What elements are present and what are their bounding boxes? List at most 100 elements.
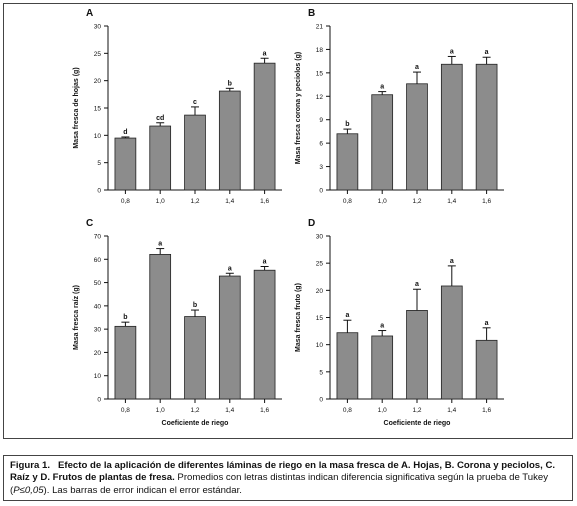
x-tick-label: 1,2 [412, 407, 421, 414]
significance-letter: b [228, 80, 232, 87]
significance-letter: a [263, 259, 267, 266]
y-tick-label: 5 [319, 369, 323, 376]
y-axis-label: Masa fresca corona y peciolos (g) [295, 52, 302, 164]
y-axis-label: Masa fresca raíz (g) [73, 285, 80, 350]
x-tick-label: 1,4 [447, 407, 456, 414]
caption-p-value: P≤0,05 [13, 484, 44, 496]
bar [149, 253, 172, 400]
x-tick-label: 0,8 [121, 198, 130, 205]
bar [371, 335, 394, 400]
y-tick-label: 15 [316, 70, 324, 77]
caption-bold-text: Efecto de la aplicación de diferentes lá… [10, 460, 556, 484]
significance-letter: a [415, 281, 419, 288]
bar [114, 137, 137, 191]
y-tick-label: 3 [319, 164, 323, 171]
significance-letter: c [193, 99, 197, 106]
x-tick-label: 1,6 [482, 407, 491, 414]
y-tick-label: 50 [94, 280, 102, 287]
panel-label: B [308, 8, 315, 19]
y-axis-label: Masa fresca fruto (g) [295, 283, 302, 352]
significance-letter: a [380, 84, 384, 91]
panel-label: D [308, 218, 315, 229]
x-tick-label: 1,6 [482, 198, 491, 205]
x-tick-label: 1,6 [260, 198, 269, 205]
y-tick-label: 10 [316, 342, 324, 349]
x-tick-label: 1,0 [378, 198, 387, 205]
x-tick-label: 0,8 [343, 198, 352, 205]
y-tick-label: 6 [319, 141, 323, 148]
significance-letter: a [228, 265, 232, 272]
x-tick-label: 1,0 [156, 198, 165, 205]
significance-letter: b [193, 302, 197, 309]
bar [440, 285, 463, 400]
panel-label: A [86, 8, 93, 19]
significance-letter: a [158, 241, 162, 248]
bar [184, 316, 206, 400]
bar [253, 269, 276, 400]
y-tick-label: 0 [319, 188, 323, 195]
x-tick-label: 1,2 [412, 198, 421, 205]
y-tick-label: 30 [94, 24, 102, 31]
chart-panel-c: C 0 10 20 30 40 50 60 70 Masa fresca raíz (g) b 0,8… [73, 218, 282, 427]
bar [475, 63, 498, 191]
x-tick-label: 1,4 [225, 407, 234, 414]
significance-letter: a [450, 258, 454, 265]
y-tick-label: 5 [97, 160, 101, 167]
significance-letter: cd [156, 115, 164, 122]
y-tick-label: 20 [94, 78, 102, 85]
chart-panel-a: A 0 5 10 15 20 25 30 Masa fresca de hojas (g) d 0,… [73, 8, 282, 205]
y-tick-label: 0 [319, 397, 323, 404]
x-tick-label: 1,2 [190, 198, 199, 205]
panel-label: C [86, 218, 93, 229]
caption-label: Figura 1. [10, 460, 50, 471]
bar [336, 133, 359, 191]
y-tick-label: 15 [94, 106, 102, 113]
bar [406, 310, 428, 400]
bar [406, 83, 428, 191]
bar [114, 325, 137, 400]
y-tick-label: 40 [94, 303, 102, 310]
y-axis-label: Masa fresca de hojas (g) [73, 67, 80, 148]
significance-letter: d [123, 129, 127, 136]
y-tick-label: 9 [319, 117, 323, 124]
y-tick-label: 0 [97, 397, 101, 404]
bar [149, 125, 172, 191]
bar [440, 63, 463, 191]
y-tick-label: 0 [97, 188, 101, 195]
y-tick-label: 18 [316, 47, 324, 54]
y-tick-label: 20 [316, 288, 324, 295]
y-tick-label: 30 [316, 234, 324, 241]
x-tick-label: 1,6 [260, 407, 269, 414]
significance-letter: a [415, 64, 419, 71]
x-tick-label: 1,0 [156, 407, 165, 414]
significance-letter: a [263, 50, 267, 57]
significance-letter: a [345, 312, 349, 319]
caption-text-1: Promedios con letras distintas indican d… [10, 472, 549, 496]
y-tick-label: 10 [94, 133, 102, 140]
x-tick-label: 1,4 [225, 198, 234, 205]
y-tick-label: 12 [316, 94, 324, 101]
chart-panel-b: B 0 3 6 9 12 15 18 21 Masa fresca corona y peciol… [295, 8, 504, 205]
y-tick-label: 25 [94, 51, 102, 58]
x-tick-label: 0,8 [343, 407, 352, 414]
significance-letter: a [485, 49, 489, 56]
y-tick-label: 30 [94, 327, 102, 334]
x-tick-label: 1,0 [378, 407, 387, 414]
x-axis-label: Coeficiente de riego [384, 420, 451, 427]
figure-frame [3, 3, 573, 439]
y-tick-label: 21 [316, 24, 324, 31]
bar [371, 94, 394, 191]
bar [218, 275, 241, 400]
bar [336, 332, 359, 400]
significance-letter: b [123, 314, 127, 321]
figure-caption: Figura 1. Efecto de la aplicación de dife… [3, 455, 573, 501]
y-tick-label: 25 [316, 261, 324, 268]
bar [218, 90, 241, 191]
x-axis-label: Coeficiente de riego [162, 420, 229, 427]
significance-letter: a [485, 320, 489, 327]
significance-letter: b [345, 121, 349, 128]
significance-letter: a [450, 48, 454, 55]
x-tick-label: 0,8 [121, 407, 130, 414]
bar [475, 339, 498, 400]
